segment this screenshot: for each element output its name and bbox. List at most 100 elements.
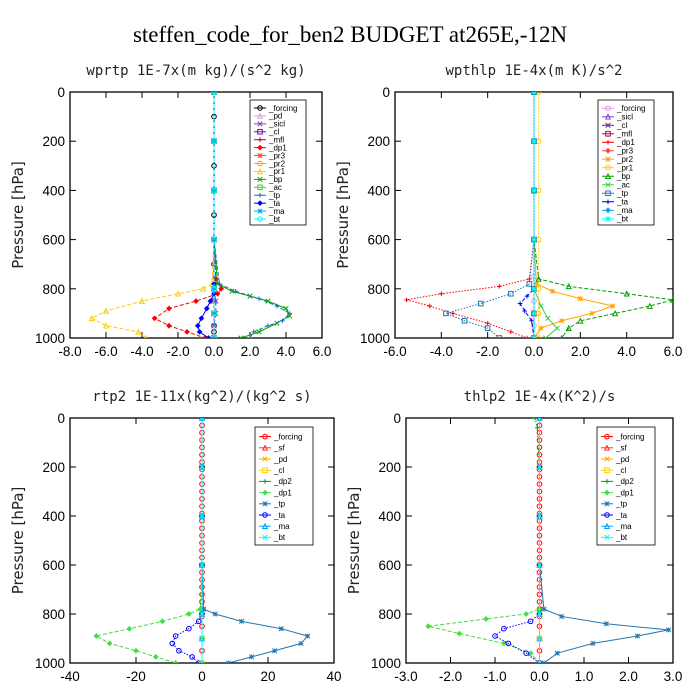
- series-point: [211, 310, 217, 317]
- series-point: [549, 288, 556, 294]
- series-point: [196, 328, 203, 335]
- x-tick-label: 40: [326, 669, 341, 684]
- series-point: [199, 464, 205, 470]
- legend-entry: _ta: [273, 511, 286, 520]
- x-tick-label: -40: [60, 669, 80, 684]
- x-tick-label: 0.0: [530, 669, 549, 684]
- y-tick-label: 400: [42, 183, 65, 198]
- x-tick-label: 4.0: [617, 344, 636, 359]
- series-point: [278, 626, 284, 632]
- y-axis-label: Pressure [hPa]: [9, 161, 27, 269]
- legend-marker: [262, 479, 268, 484]
- series-point: [404, 297, 409, 303]
- series-point: [535, 275, 542, 282]
- x-tick-label: -6.0: [383, 344, 406, 359]
- series-point: [541, 660, 547, 663]
- series-point: [541, 606, 547, 612]
- series-point: [634, 633, 641, 639]
- y-tick-label: 600: [367, 233, 390, 248]
- legend-entry: _ta: [616, 198, 629, 207]
- series-point: [501, 625, 507, 632]
- legend-entry: _bp: [268, 175, 283, 184]
- legend-box: [597, 99, 655, 226]
- y-tick-label: 200: [42, 460, 65, 475]
- series-point: [193, 298, 199, 304]
- series-point: [526, 281, 533, 287]
- legend-entry: _ta: [268, 199, 281, 208]
- x-tick-label: -2.0: [476, 344, 499, 359]
- y-tick-label: 1000: [371, 656, 401, 671]
- series-point: [425, 623, 432, 630]
- series-point: [247, 335, 253, 338]
- x-tick-label: 0.0: [525, 344, 544, 359]
- series-point: [534, 425, 540, 431]
- y-tick-label: 400: [367, 183, 390, 198]
- legend-marker: [257, 144, 263, 151]
- panel-title: wprtp 1E-7x(m kg)/(s^2 kg): [86, 63, 305, 79]
- series-point: [532, 418, 538, 421]
- y-tick-label: 0: [382, 85, 390, 100]
- legend-entry: _bp: [616, 172, 631, 181]
- series-point: [102, 307, 110, 314]
- series-point: [287, 311, 292, 316]
- legend-marker: [603, 444, 611, 451]
- legend-marker: [257, 160, 263, 167]
- legend-entry: _cl: [615, 466, 626, 475]
- y-tick-label: 0: [57, 411, 65, 426]
- legend-marker: [257, 200, 263, 207]
- panel-title: thlp2 1E-4x(K^2)/s: [464, 389, 616, 405]
- panel-title: wpthlp 1E-4x(m K)/s^2: [445, 63, 622, 79]
- series-point: [527, 650, 534, 657]
- series-point: [496, 284, 502, 289]
- legend-entry: _pr1: [268, 167, 286, 176]
- series-point: [531, 286, 537, 292]
- legend-marker: [261, 444, 269, 451]
- x-tick-label: 6.0: [664, 344, 683, 359]
- series-point: [536, 660, 543, 663]
- series-point: [542, 335, 549, 338]
- y-tick-label: 1000: [360, 331, 390, 346]
- series-line-ta: [494, 418, 540, 663]
- series-point: [207, 298, 214, 304]
- legend-entry: _ac: [616, 181, 630, 190]
- y-tick-label: 1000: [35, 331, 65, 346]
- legend-entry: _pr1: [616, 164, 634, 173]
- legend-marker: [605, 216, 611, 222]
- legend-entry: _forcing: [268, 104, 297, 113]
- series-point: [186, 625, 192, 632]
- legend-entry: _sf: [273, 444, 285, 453]
- series-point: [133, 647, 139, 654]
- legend-entry: _bt: [616, 215, 629, 224]
- series-point: [536, 464, 543, 470]
- series-point: [205, 335, 212, 338]
- series-point: [485, 320, 490, 326]
- legend-entry: _pr2: [616, 155, 634, 164]
- series-point: [199, 635, 205, 642]
- series-group: [404, 92, 673, 338]
- series-point: [200, 285, 207, 292]
- series-point: [545, 315, 551, 321]
- series-point: [611, 309, 619, 317]
- legend-marker: [604, 467, 610, 473]
- y-tick-label: 400: [42, 509, 65, 524]
- series-point: [565, 324, 572, 331]
- legend-marker: [605, 164, 611, 171]
- series-point: [199, 562, 205, 568]
- legend-marker: [605, 139, 611, 145]
- series-point: [211, 138, 217, 144]
- series-point: [238, 618, 245, 624]
- legend-entry: _forcing: [273, 432, 302, 441]
- legend-marker: [604, 433, 610, 440]
- legend-entry: _bt: [268, 215, 281, 224]
- legend: _forcing _sf _pd _cl _dp2 _dp1 _tp _ta _ma _bt: [254, 426, 314, 546]
- series-group: [93, 418, 311, 663]
- x-tick-label: 0: [198, 669, 206, 684]
- series-point: [524, 293, 530, 299]
- legend-marker: [605, 182, 611, 188]
- legend-marker: [605, 199, 611, 205]
- series-point: [184, 328, 190, 335]
- y-tick-label: 600: [378, 558, 401, 573]
- x-tick-label: -3.0: [394, 669, 417, 684]
- legend-marker: [605, 190, 611, 197]
- legend-marker: [604, 512, 610, 518]
